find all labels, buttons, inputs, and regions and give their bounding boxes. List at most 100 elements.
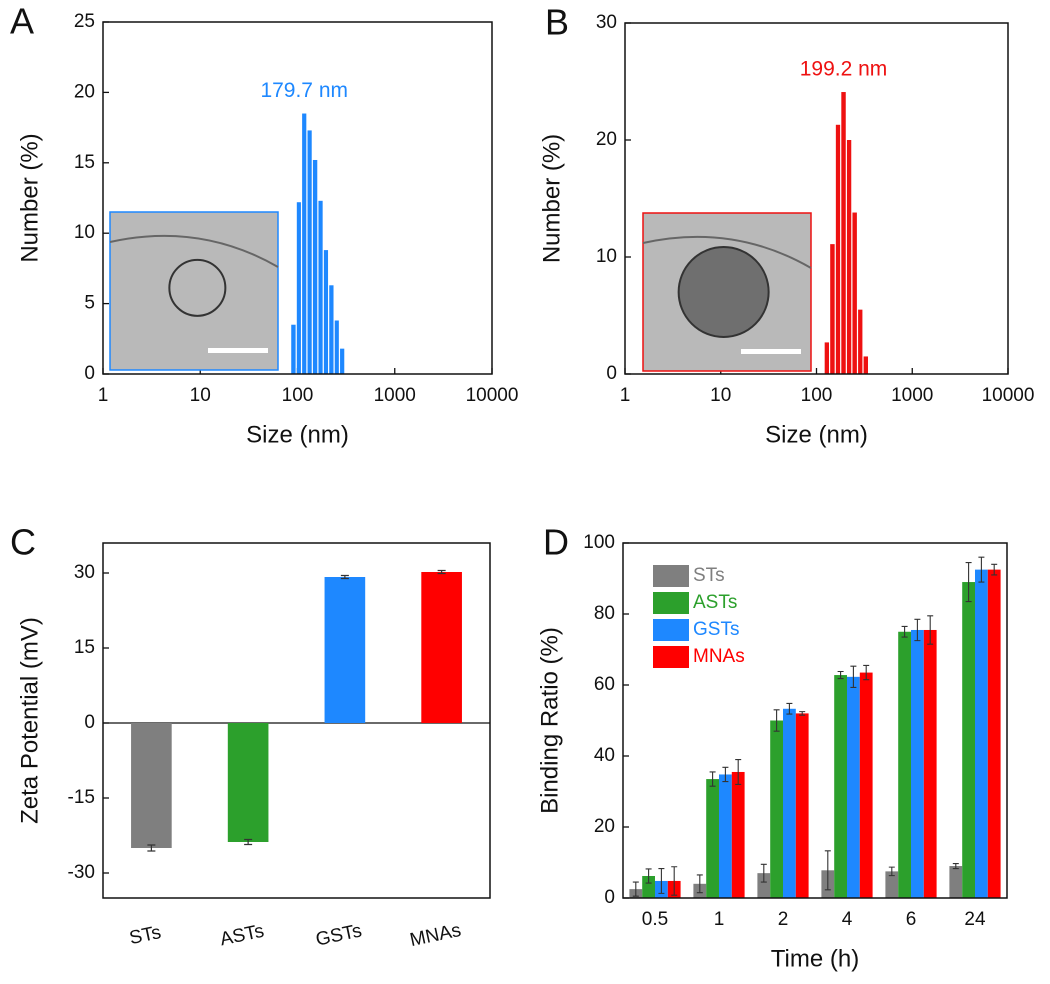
y-axis-title: Zeta Potential (mV)	[16, 617, 43, 824]
y-tick-label: 15	[74, 152, 95, 173]
histogram-bar	[323, 250, 329, 374]
error-bar	[863, 664, 870, 681]
error-bar	[340, 574, 349, 580]
x-tick-label: 100	[282, 385, 314, 406]
histogram-bar	[296, 202, 301, 374]
y-tick-label: 0	[84, 363, 95, 384]
histogram-bar	[312, 159, 318, 374]
bar	[898, 631, 911, 898]
bar	[131, 723, 172, 848]
y-tick-label: 5	[84, 293, 95, 314]
error-bar	[696, 874, 703, 894]
histogram-bar	[824, 342, 829, 374]
y-axis-title: Number (%)	[16, 133, 43, 262]
legend-label: ASTs	[693, 592, 737, 613]
error-bar	[760, 863, 767, 883]
x-axis-title: Size (nm)	[246, 421, 349, 448]
x-tick-label: 0.5	[642, 909, 668, 930]
x-tick-label: 10000	[982, 385, 1035, 406]
y-tick-label: 40	[594, 745, 615, 766]
bar	[642, 875, 655, 898]
x-tick-label: MNAs	[408, 920, 463, 951]
bar	[885, 871, 899, 898]
error-bar	[965, 561, 972, 603]
error-bar	[632, 881, 639, 897]
bar	[770, 720, 783, 898]
legend-swatch	[653, 592, 689, 614]
bar	[757, 873, 771, 898]
x-tick-label: 1	[714, 909, 725, 930]
y-tick-label: 80	[594, 603, 615, 624]
bar	[975, 569, 988, 898]
error-bar	[147, 844, 156, 852]
legend-label: GSTs	[693, 619, 739, 640]
x-tick-label: 1	[98, 385, 109, 406]
x-axis-title: Size (nm)	[765, 421, 868, 448]
bar	[706, 779, 719, 898]
annotation: 199.2 nm	[800, 58, 888, 81]
histogram-bar	[291, 324, 296, 374]
error-bar	[850, 665, 857, 689]
x-tick-label: 24	[964, 909, 986, 930]
bar	[324, 577, 366, 723]
y-tick-label: 60	[594, 674, 615, 695]
histogram-bar	[835, 124, 841, 374]
inset-edge	[642, 235, 812, 269]
error-bar	[658, 867, 665, 894]
y-tick-label: 0	[606, 363, 617, 384]
bar	[987, 569, 1001, 898]
panel-label: A	[10, 1, 34, 42]
y-tick-label: 0	[604, 887, 615, 908]
legend-swatch	[653, 619, 689, 641]
x-tick-label: GSTs	[314, 920, 364, 950]
histogram-bar	[846, 140, 852, 374]
x-tick-label: 2	[778, 909, 789, 930]
bar	[949, 866, 963, 898]
error-bar	[824, 850, 831, 891]
error-bar	[244, 838, 253, 846]
error-bar	[837, 670, 844, 680]
error-bar	[799, 711, 806, 716]
bar	[923, 629, 937, 898]
error-bar	[773, 709, 780, 732]
y-tick-label: 30	[596, 12, 617, 33]
error-bar	[888, 866, 895, 877]
y-tick-label: 20	[594, 816, 615, 837]
error-bar	[709, 771, 716, 787]
error-bar	[978, 556, 985, 583]
x-tick-label: 4	[842, 909, 853, 930]
histogram-bar	[318, 200, 323, 374]
histogram-bar	[307, 130, 312, 374]
x-tick-label: 10	[190, 385, 211, 406]
y-tick-label: 10	[74, 222, 95, 243]
error-bar	[901, 625, 908, 638]
plot-frame	[102, 542, 491, 899]
y-tick-label: 100	[583, 532, 615, 553]
plot-frame	[624, 22, 1009, 375]
error-bar	[952, 863, 959, 870]
bar	[719, 774, 732, 898]
inset-image	[109, 211, 279, 371]
plot-frame	[102, 21, 493, 375]
histogram-bar	[858, 309, 863, 374]
x-tick-label: 10000	[466, 385, 519, 406]
plot-frame	[622, 542, 1008, 899]
error-bar	[927, 615, 934, 645]
histogram-bar	[830, 244, 835, 374]
bar	[859, 672, 873, 898]
y-tick-label: 30	[74, 562, 95, 583]
panel-label: D	[543, 522, 569, 563]
x-tick-label: 10	[710, 385, 731, 406]
bar	[962, 582, 975, 898]
legend-swatch	[653, 646, 689, 668]
y-tick-label: -15	[68, 787, 95, 808]
histogram-bar	[841, 92, 846, 374]
bar	[834, 675, 847, 898]
y-tick-label: 15	[74, 637, 95, 658]
inset-particle	[677, 246, 770, 338]
bar	[421, 572, 462, 723]
error-bar	[914, 618, 921, 642]
error-bar	[786, 702, 793, 715]
legend-swatch	[653, 565, 689, 587]
